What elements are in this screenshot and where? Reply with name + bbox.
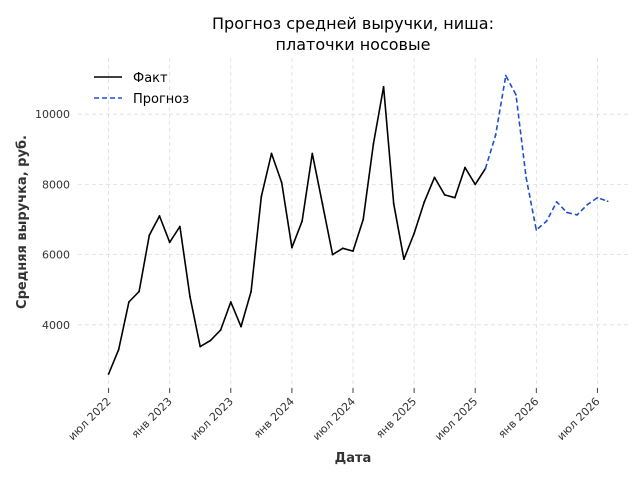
- chart-title-line-1: Прогноз средней выручки, ниша:: [212, 14, 494, 33]
- data-point: [240, 325, 242, 328]
- chart-title-line-2: платочки носовые: [276, 35, 431, 54]
- data-point: [219, 329, 222, 331]
- data-point: [311, 152, 314, 155]
- data-point: [413, 232, 416, 235]
- data-point: [464, 166, 466, 169]
- data-point: [321, 202, 324, 205]
- data-point: [474, 183, 477, 186]
- data-point: [382, 85, 385, 88]
- data-point: [148, 234, 151, 237]
- series-line-fact: [107, 86, 487, 375]
- data-point: [352, 250, 354, 252]
- x-axis-label: Дата: [335, 451, 372, 466]
- data-point: [576, 214, 578, 216]
- data-point: [484, 167, 487, 170]
- data-point: [565, 211, 568, 214]
- data-point: [596, 196, 599, 199]
- x-axis: июл 2022 янв 2023 июл 2023 янв 2024 июл 2024…: [66, 388, 603, 443]
- data-point: [107, 373, 110, 375]
- data-point: [504, 74, 507, 77]
- y-axis-label: Средняя выручка, руб.: [15, 135, 30, 309]
- data-point: [433, 176, 436, 179]
- data-point: [392, 202, 395, 205]
- data-point: [209, 339, 212, 342]
- data-point: [280, 181, 283, 184]
- data-point: [403, 258, 405, 261]
- legend-label: Факт: [133, 71, 168, 86]
- grid: [78, 58, 628, 388]
- data-point: [168, 241, 171, 244]
- data-point: [545, 220, 548, 223]
- data-point: [260, 195, 263, 198]
- data-point: [586, 203, 589, 206]
- data-point: [525, 176, 528, 179]
- data-point: [515, 93, 517, 96]
- data-point: [301, 220, 303, 223]
- data-point: [229, 301, 232, 303]
- data-point: [535, 229, 538, 231]
- data-point: [341, 247, 344, 250]
- x-tick-label: июл 2022: [66, 395, 114, 443]
- data-point: [178, 225, 181, 228]
- series-line-forecast: [484, 74, 608, 231]
- y-tick-label: 6000: [42, 249, 70, 262]
- y-tick-label: 8000: [42, 178, 70, 191]
- data-point: [555, 201, 558, 203]
- x-tick-label: июл 2023: [188, 395, 236, 443]
- x-tick-label: янв 2026: [496, 395, 542, 441]
- y-axis: 4000 6000 8000 10000: [35, 108, 70, 332]
- data-point: [494, 134, 497, 137]
- data-point: [250, 290, 253, 293]
- data-point: [362, 218, 365, 221]
- legend-label: Прогноз: [133, 92, 189, 107]
- x-tick-label: янв 2023: [129, 395, 175, 441]
- y-tick-label: 10000: [35, 108, 70, 121]
- data-point: [331, 253, 334, 256]
- data-point: [117, 348, 120, 351]
- data-point: [443, 194, 446, 196]
- data-point: [199, 345, 202, 348]
- data-point: [270, 152, 273, 155]
- x-tick-label: янв 2025: [373, 395, 419, 441]
- data-point: [189, 295, 191, 298]
- series-layer: [107, 74, 609, 375]
- data-point: [128, 301, 130, 303]
- data-point: [290, 246, 293, 249]
- legend: Факт Прогноз: [94, 71, 189, 107]
- data-point: [372, 143, 375, 145]
- data-point: [158, 215, 161, 217]
- x-tick-label: янв 2024: [251, 395, 297, 441]
- x-tick-label: июл 2026: [555, 395, 603, 443]
- data-point: [453, 196, 456, 199]
- x-tick-label: июл 2024: [310, 395, 358, 443]
- y-tick-label: 4000: [42, 319, 70, 332]
- data-point: [606, 200, 609, 203]
- x-tick-label: июл 2025: [432, 395, 480, 443]
- data-point: [138, 290, 141, 293]
- data-point: [423, 201, 426, 203]
